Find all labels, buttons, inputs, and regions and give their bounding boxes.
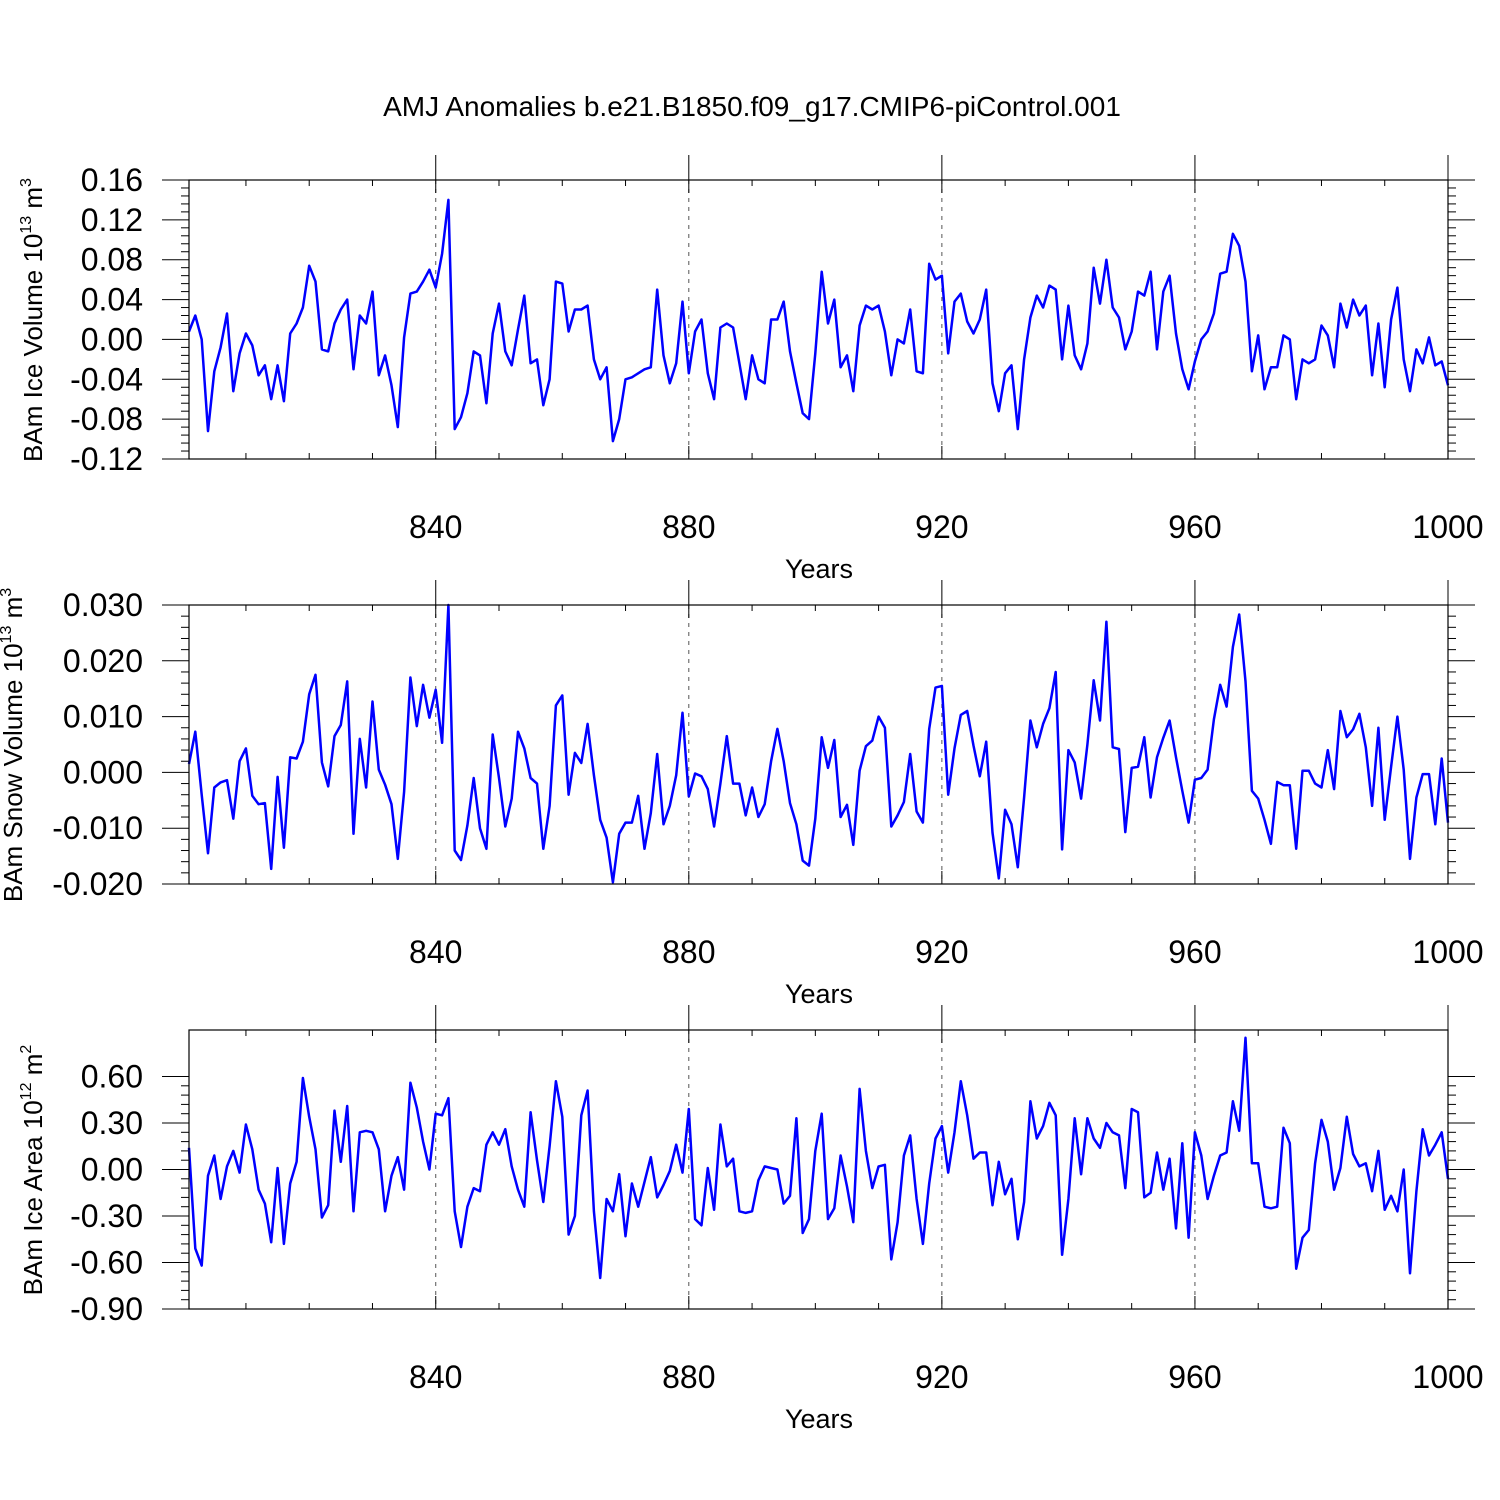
- snow-volume-ytick-label: 0.030: [63, 587, 143, 623]
- ice-volume-ytick-label: -0.08: [70, 401, 143, 437]
- ice-volume-series-line: [187, 198, 1450, 443]
- snow-volume-series-line: [187, 603, 1450, 884]
- ice-volume-ytick-label: -0.04: [70, 361, 143, 397]
- ice-volume-xtick-label: 840: [409, 509, 462, 545]
- ice-volume-xtick-label: 880: [662, 509, 715, 545]
- ice-volume-xlabel: Years: [785, 554, 853, 584]
- ice-area-xtick-label: 1000: [1412, 1359, 1483, 1395]
- ice-volume-ytick-label: 0.04: [81, 282, 143, 318]
- ice-area-xtick-label: 840: [409, 1359, 462, 1395]
- ice-area-xlabel: Years: [785, 1404, 853, 1434]
- ice-area-ytick-label: 0.30: [81, 1105, 143, 1141]
- snow-volume-panel: 0.030 0.020 0.010 0.000 -0.010 -0.020 840 880 92…: [0, 580, 1484, 1009]
- snow-volume-xlabel: Years: [785, 979, 853, 1009]
- snow-volume-ytick-label: -0.010: [52, 810, 143, 846]
- ice-area-ytick-label: 0.60: [81, 1059, 143, 1095]
- chart-title: AMJ Anomalies b.e21.B1850.f09_g17.CMIP6-…: [383, 91, 1121, 122]
- snow-volume-xtick-label: 920: [915, 934, 968, 970]
- ice-area-ytick-label: 0.00: [81, 1152, 143, 1188]
- snow-volume-ytick-label: 0.020: [63, 643, 143, 679]
- ice-volume-ytick-label: 0.12: [81, 202, 143, 238]
- ice-volume-xtick-label: 1000: [1412, 509, 1483, 545]
- snow-volume-ylabel: BAm Snow Volume 1013 m3: [0, 588, 28, 902]
- snow-volume-xtick-label: 880: [662, 934, 715, 970]
- ice-area-ytick-label: -0.90: [70, 1291, 143, 1327]
- snow-volume-xtick-label: 960: [1168, 934, 1221, 970]
- snow-volume-xtick-label: 840: [409, 934, 462, 970]
- ice-area-xtick-label: 880: [662, 1359, 715, 1395]
- ice-volume-ytick-label: 0.08: [81, 242, 143, 278]
- ice-area-ytick-label: -0.60: [70, 1245, 143, 1281]
- ice-area-xtick-label: 920: [915, 1359, 968, 1395]
- snow-volume-frame: [188, 604, 1449, 885]
- ice-volume-frame: [188, 179, 1449, 460]
- ice-volume-xtick-label: 920: [915, 509, 968, 545]
- snow-volume-ytick-label: 0.000: [63, 754, 143, 790]
- ice-area-panel: 0.60 0.30 0.00 -0.30 -0.60 -0.90 840 880 920 960 1…: [18, 1005, 1484, 1434]
- ice-volume-ytick-label: 0.16: [81, 162, 143, 198]
- snow-volume-ytick-label: 0.010: [63, 699, 143, 735]
- ice-volume-ylabel: BAm Ice Volume 1013 m3: [18, 178, 48, 462]
- ice-volume-xtick-label: 960: [1168, 509, 1221, 545]
- ice-area-ylabel: BAm Ice Area 1012 m2: [18, 1045, 48, 1296]
- ice-area-xtick-label: 960: [1168, 1359, 1221, 1395]
- ice-volume-panel: 0.16 0.12 0.08 0.040.00 -0.04 -0.08 -0.12 840 88…: [18, 155, 1484, 584]
- ice-volume-ytick-label: 0.00: [81, 321, 143, 357]
- snow-volume-xtick-label: 1000: [1412, 934, 1483, 970]
- ice-area-frame: [188, 1029, 1449, 1310]
- snow-volume-ytick-label: -0.020: [52, 866, 143, 902]
- ice-area-series-line: [187, 1036, 1450, 1280]
- ice-volume-ytick-label: -0.12: [70, 441, 143, 477]
- ice-area-ytick-label: -0.30: [70, 1198, 143, 1234]
